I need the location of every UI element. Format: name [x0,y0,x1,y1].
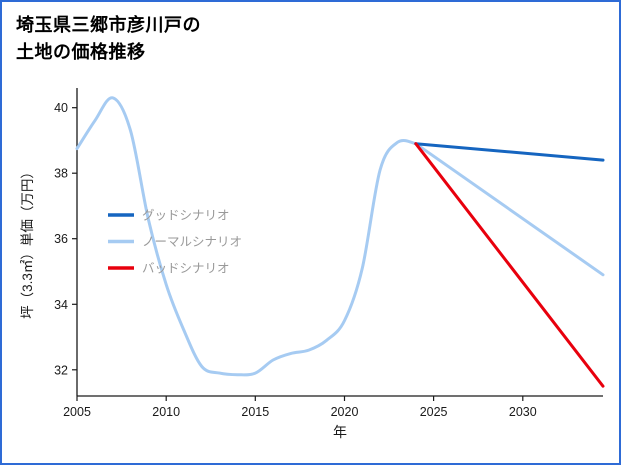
y-axis-label: 坪（3.3㎡）単価（万円） [20,165,35,319]
y-tick-label: 40 [54,101,68,115]
series-line-normal-scenario [414,142,605,277]
y-tick-label: 32 [54,363,68,377]
series-line-good-scenario [414,142,605,162]
series-line-bad-scenario [414,142,605,388]
chart-title-line1: 埼玉県三郷市彦川戸の [16,15,201,35]
x-tick-label: 2020 [331,405,359,419]
x-tick-label: 2010 [152,405,180,419]
x-axis-label: 年 [333,424,347,440]
y-tick-label: 36 [54,232,68,246]
y-tick-label: 38 [54,167,68,181]
legend-label-bad: バッドシナリオ [142,262,230,276]
x-tick-label: 2030 [509,405,537,419]
chart-title-line2: 土地の価格推移 [16,42,146,62]
legend-label-good: グッドシナリオ [142,209,230,223]
legend-label-normal: ノーマルシナリオ [142,235,242,249]
series-line-history [75,96,418,377]
chart-title: 埼玉県三郷市彦川戸の 土地の価格推移 [16,12,201,66]
y-tick-label: 34 [54,298,68,312]
x-tick-label: 2025 [420,405,448,419]
x-tick-label: 2005 [63,405,91,419]
x-tick-label: 2015 [241,405,269,419]
